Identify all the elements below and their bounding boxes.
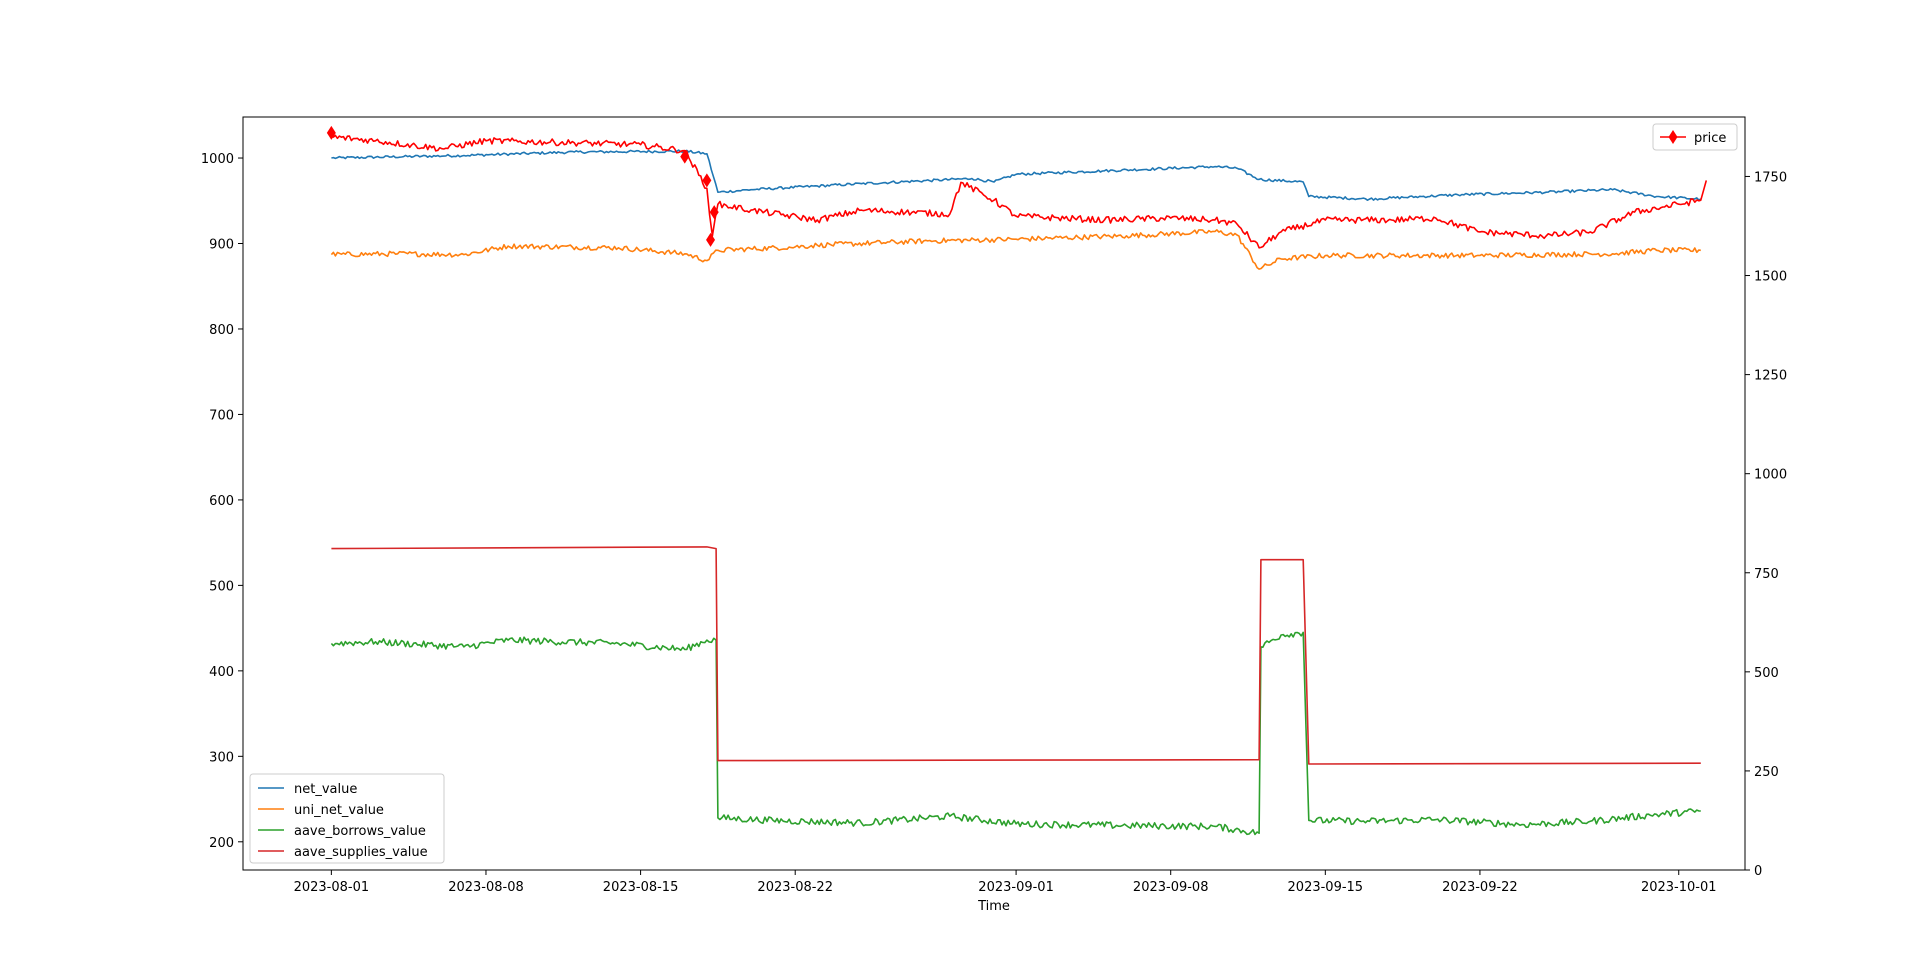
x-tick-label: 2023-09-08	[1133, 880, 1209, 895]
y-right-tick-label: 250	[1754, 765, 1779, 780]
price-marker	[680, 149, 690, 164]
x-tick-label: 2023-08-22	[757, 880, 833, 895]
y-right-tick-label: 0	[1754, 864, 1762, 879]
y-left-tick-label: 200	[209, 836, 234, 851]
y-left-tick-label: 1000	[201, 152, 234, 167]
series-line-uni_net_value	[330, 229, 1701, 270]
series-line-net_value	[331, 149, 1702, 201]
y-left-tick-label: 400	[209, 665, 234, 680]
x-tick-label: 2023-09-01	[978, 880, 1054, 895]
legend-box	[249, 773, 445, 864]
x-axis-title: Time	[977, 899, 1010, 914]
price-marker	[326, 125, 336, 140]
x-tick-label: 2023-09-22	[1442, 880, 1518, 895]
x-tick-label: 2023-08-15	[603, 880, 679, 895]
series-lines	[330, 134, 1708, 836]
x-axis: 2023-08-01 2023-08-08 2023-08-15 2023-08-22…	[294, 870, 1717, 895]
price-marker	[702, 173, 712, 188]
y-right-tick-label: 1250	[1754, 369, 1787, 384]
legend-lower-left: net_value uni_net_value aave_borrows_value…	[249, 773, 445, 864]
y-left-tick-label: 800	[209, 323, 234, 338]
y-right-tick-label: 500	[1754, 666, 1779, 681]
y-left-tick-label: 700	[209, 408, 234, 423]
y-axis-right: 0 250 500 750 1000 1250 1500 1750	[1745, 170, 1787, 879]
legend-label-uni_net_value: uni_net_value	[294, 803, 384, 818]
price-markers	[326, 125, 719, 247]
y-left-tick-label: 900	[209, 237, 234, 252]
legend-label-aave_supplies_value: aave_supplies_value	[294, 845, 428, 860]
y-axis-left: 200 300 400 500 600 700 800 900 1000	[201, 152, 243, 851]
x-tick-label: 2023-10-01	[1641, 880, 1717, 895]
y-right-tick-label: 1000	[1754, 468, 1787, 483]
series-line-price	[331, 134, 1708, 249]
x-tick-label: 2023-09-15	[1288, 880, 1364, 895]
legend-box	[1652, 123, 1738, 151]
legend-upper-right: price	[1652, 123, 1738, 151]
x-tick-label: 2023-08-08	[448, 880, 524, 895]
price-marker	[709, 205, 719, 220]
legend-marker-price	[1668, 130, 1678, 144]
x-tick-label: 2023-08-01	[294, 880, 370, 895]
price-marker	[706, 232, 716, 247]
y-right-tick-label: 1500	[1754, 270, 1787, 285]
series-line-aave_supplies_value	[331, 546, 1701, 765]
y-left-tick-label: 600	[209, 494, 234, 509]
legend-label-net_value: net_value	[294, 782, 357, 797]
y-right-tick-label: 750	[1754, 567, 1779, 582]
series-line-aave_borrows_value	[330, 631, 1701, 836]
plot-frame	[242, 116, 1746, 871]
y-left-tick-label: 500	[209, 579, 234, 594]
y-left-tick-label: 300	[209, 750, 234, 765]
legend-label-price: price	[1694, 131, 1726, 146]
legend-label-aave_borrows_value: aave_borrows_value	[294, 824, 426, 839]
y-right-tick-label: 1750	[1754, 170, 1787, 185]
